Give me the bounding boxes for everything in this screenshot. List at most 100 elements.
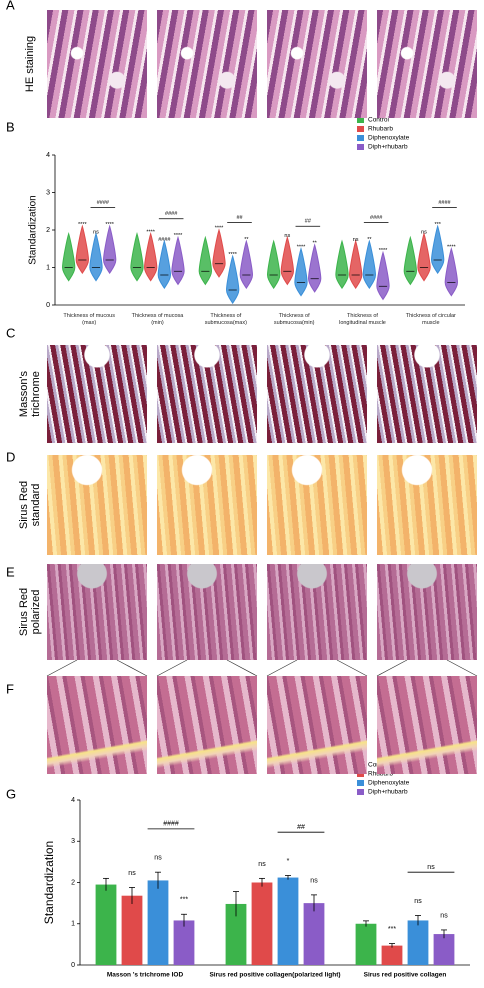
legend-swatch (357, 780, 364, 786)
y-tick-label: 2 (46, 227, 50, 234)
zoom-guide (226, 659, 258, 677)
significance-label: ** (313, 241, 318, 247)
significance-label: ns (154, 855, 162, 862)
significance-label: **** (146, 229, 155, 235)
row-label: Sirus Redpolarized (18, 588, 42, 636)
significance-label: **** (228, 252, 237, 258)
violin (267, 239, 281, 290)
significance-label: *** (434, 222, 441, 228)
y-tick-label: 3 (46, 189, 50, 196)
violin (171, 235, 185, 286)
significance-label: ns (258, 861, 266, 868)
y-axis-label: Standardization (42, 841, 56, 924)
panel-letter: B (6, 119, 15, 134)
y-tick-label: 3 (71, 838, 75, 845)
y-tick-label: 4 (71, 797, 75, 804)
y-tick-label: 0 (46, 302, 50, 309)
significance-label: ns (353, 237, 359, 243)
significance-label: **** (379, 248, 388, 254)
violin (144, 232, 158, 282)
zoom-guide (46, 659, 78, 677)
x-tick-label: Thickness of mucous (max) (63, 313, 115, 326)
legend-label: Diphenoxylate (368, 135, 410, 142)
panel-letter: D (6, 449, 15, 464)
x-tick-label: Thickness of submucosa(min) (273, 313, 315, 326)
comparison-label: ## (305, 219, 312, 225)
significance-label: ns (414, 898, 422, 905)
row-label: Sirus Redstandard (18, 481, 42, 529)
violin (362, 239, 376, 290)
micrograph (377, 455, 477, 555)
micrograph (47, 564, 147, 660)
bar (251, 882, 273, 965)
micrograph (267, 10, 367, 118)
violin (198, 235, 212, 286)
comparison-label: ## (297, 824, 305, 831)
legend-label: Control (368, 117, 390, 124)
micrograph (267, 345, 367, 443)
panel-letter: C (6, 325, 15, 340)
significance-label: **** (215, 226, 224, 232)
bar (121, 895, 143, 965)
violin (62, 232, 76, 282)
micrograph (267, 676, 367, 774)
comparison-label: #### (438, 200, 451, 206)
violin (130, 232, 144, 282)
legend-swatch (357, 144, 364, 150)
bar (225, 903, 247, 965)
significance-label: ns (128, 870, 136, 877)
zoom-guide (376, 659, 408, 677)
comparison-label: #### (165, 211, 178, 217)
y-tick-label: 2 (71, 879, 75, 886)
x-tick-label: Thickness of submucosa(max) (204, 313, 247, 326)
micrograph (157, 455, 257, 555)
comparison-label: ns (427, 864, 435, 871)
panel-letter: A (6, 0, 15, 12)
significance-label: #### (158, 237, 171, 243)
significance-label: ns (440, 912, 448, 919)
micrograph (377, 676, 477, 774)
y-tick-label: 1 (71, 921, 75, 928)
y-axis-label: Standardization (28, 195, 39, 265)
violin (376, 250, 390, 301)
micrograph (157, 564, 257, 660)
micrograph (47, 10, 147, 118)
legend-label: Diph+rhubarb (368, 789, 408, 796)
comparison-label: #### (97, 200, 110, 206)
bar (407, 920, 429, 965)
violin (349, 239, 363, 290)
x-tick-label: Masson 's trichrome IOD (107, 972, 184, 979)
bar (173, 920, 195, 965)
legend-label: Rhubarb (368, 126, 393, 133)
panel-letter: G (6, 786, 16, 801)
legend-swatch (357, 135, 364, 141)
row-label: Masson'strichrome (18, 370, 42, 417)
y-tick-label: 0 (71, 962, 75, 969)
legend-swatch (357, 126, 364, 132)
micrograph (377, 345, 477, 443)
zoom-guide (336, 659, 368, 677)
significance-label: *** (180, 897, 188, 904)
x-tick-label: Sirus red positive collagen (364, 972, 447, 979)
zoom-guide (116, 659, 148, 677)
significance-label: **** (447, 244, 456, 250)
violin (157, 239, 171, 290)
x-tick-label: Thickness of mucosa (min) (131, 313, 184, 326)
violin (103, 224, 117, 275)
row-label: HE staining (24, 36, 36, 92)
violin (280, 235, 294, 286)
zoom-guide (446, 659, 478, 677)
violin (294, 247, 308, 297)
significance-label: ns (310, 877, 318, 884)
significance-label: ns (421, 229, 427, 235)
legend-label: Diph+rhubarb (368, 144, 408, 151)
violin (226, 254, 240, 305)
significance-label: *** (388, 926, 396, 933)
significance-label: ns (284, 233, 290, 239)
bar (95, 884, 117, 965)
micrograph (47, 455, 147, 555)
violin (335, 239, 349, 290)
comparison-label: ## (236, 215, 243, 221)
y-tick-label: 1 (46, 264, 50, 271)
